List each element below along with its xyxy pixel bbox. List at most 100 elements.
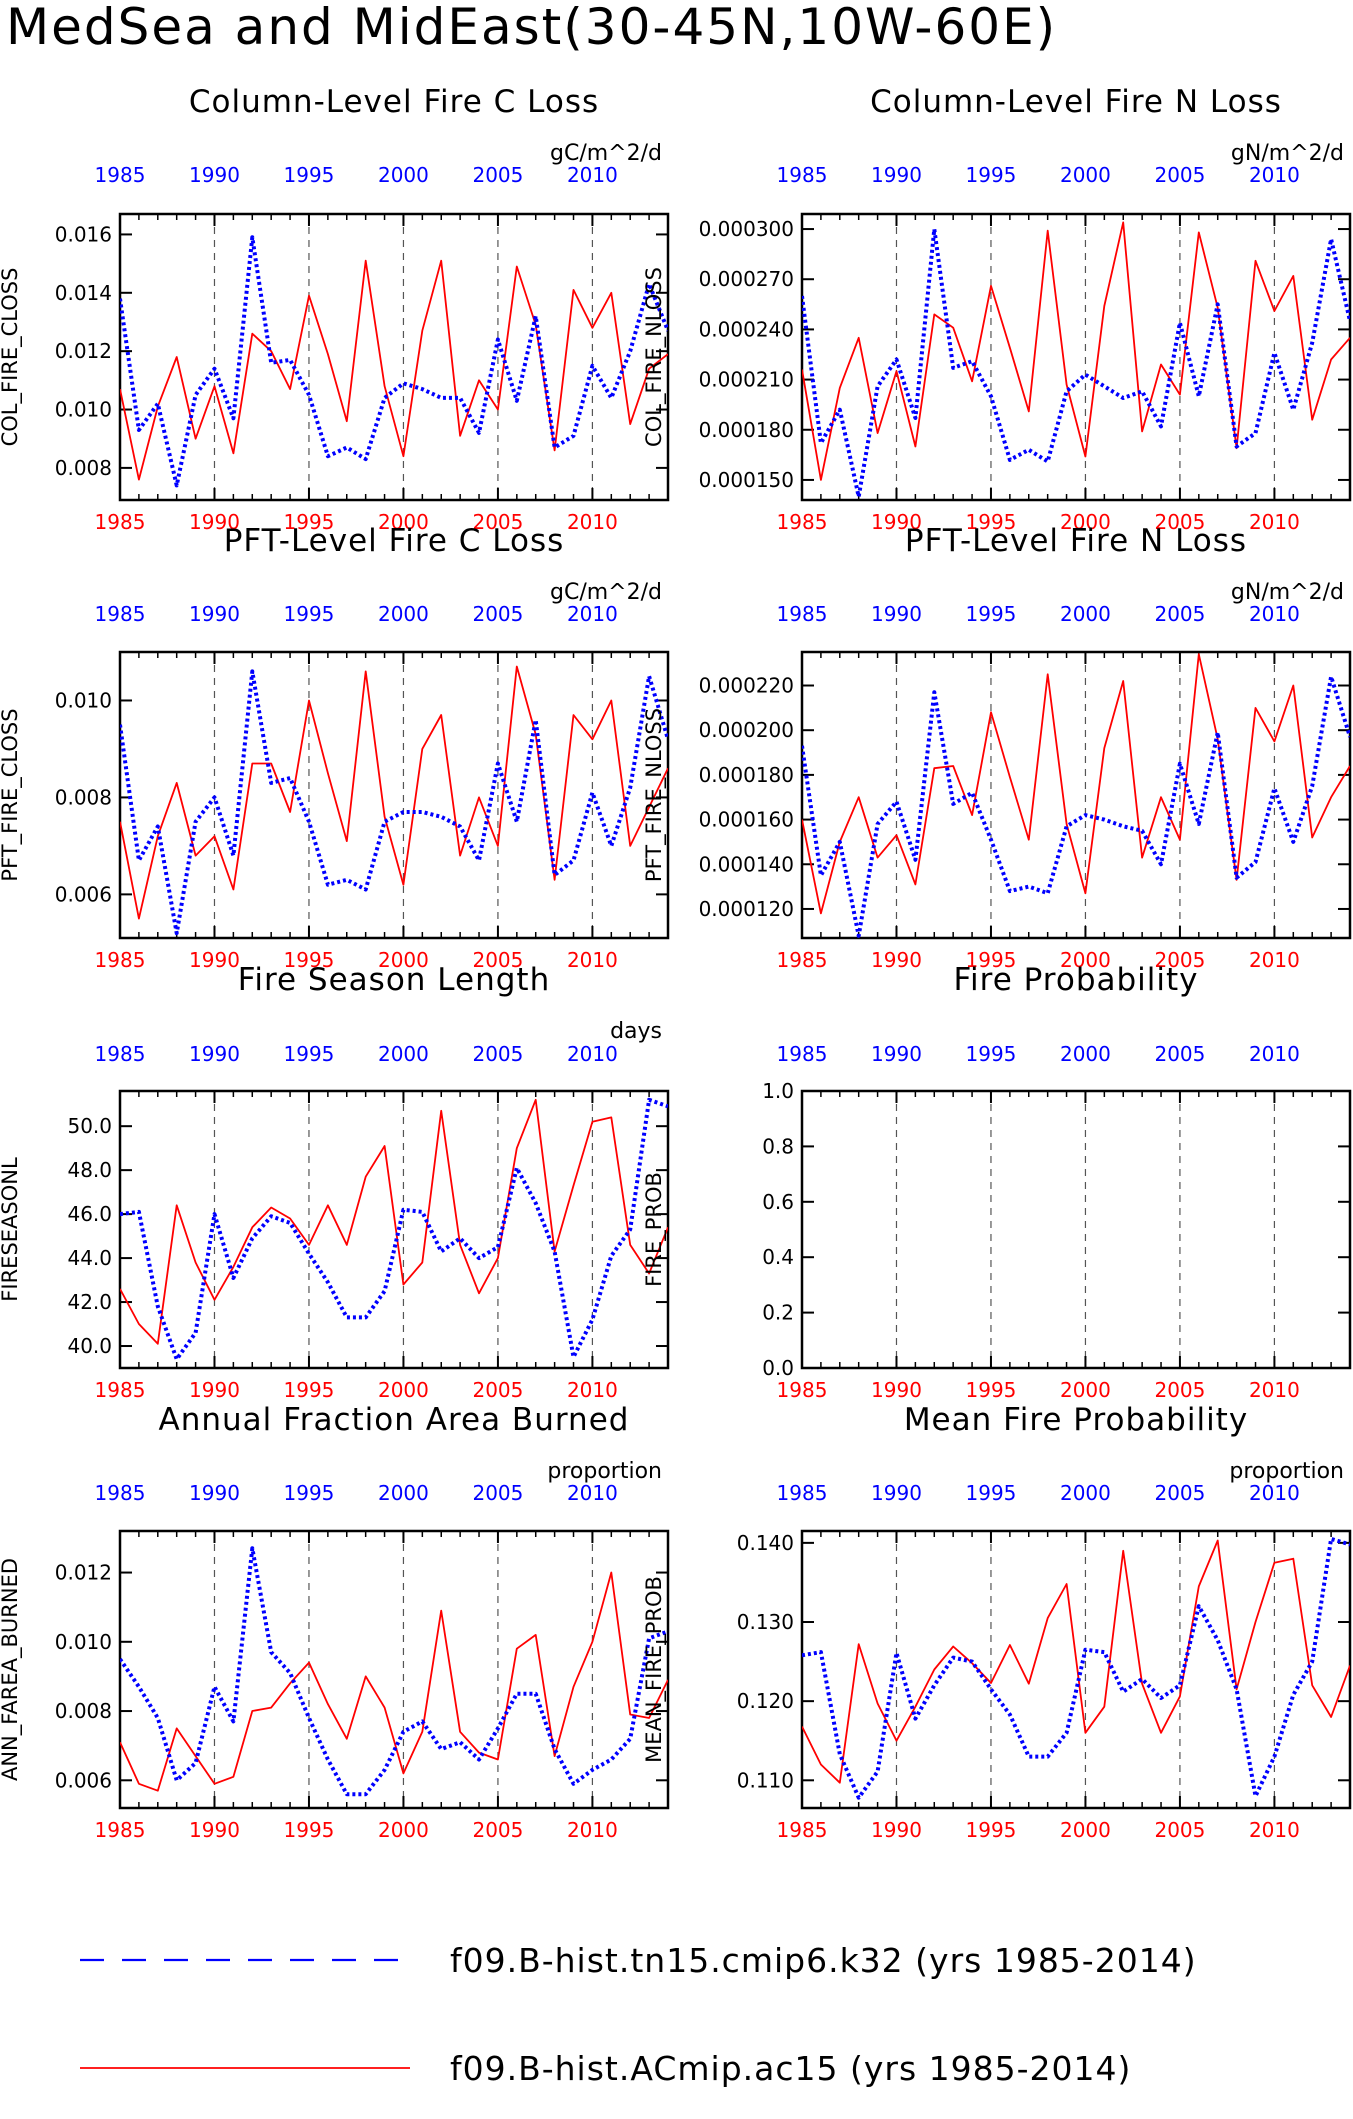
- series-group: [802, 221, 1350, 499]
- x-tick-label-bottom: 1995: [284, 948, 335, 972]
- y-axis-label: FIRE_PROB: [642, 1172, 667, 1287]
- x-tick-label-bottom: 2010: [567, 1378, 618, 1402]
- x-tick-label-bottom: 2010: [567, 948, 618, 972]
- x-tick-label-top: 1990: [871, 1042, 922, 1066]
- y-tick-label: 0.000160: [699, 808, 794, 832]
- y-tick-label: 0.006: [55, 1768, 112, 1792]
- x-tick-label-top: 1985: [95, 1481, 146, 1505]
- x-tick-label-top: 1995: [284, 602, 335, 626]
- legend-label: f09.B-hist.tn15.cmip6.k32 (yrs 1985-2014…: [450, 1941, 1197, 1980]
- series-line-red: [802, 221, 1350, 481]
- x-tick-label-bottom: 1995: [966, 510, 1017, 534]
- x-tick-label-top: 1990: [189, 163, 240, 187]
- x-tick-label-bottom: 2000: [378, 1818, 429, 1842]
- x-tick-label-bottom: 1985: [95, 510, 146, 534]
- x-tick-label-top: 1995: [284, 1481, 335, 1505]
- x-tick-label-top: 2005: [472, 1042, 523, 1066]
- y-tick-label: 46.0: [67, 1202, 112, 1226]
- y-tick-label: 0.016: [55, 222, 112, 246]
- x-tick-label-bottom: 1995: [966, 1378, 1017, 1402]
- x-tick-label-top: 2010: [567, 1042, 618, 1066]
- x-tick-label-bottom: 1990: [871, 1818, 922, 1842]
- y-tick-label: 0.000210: [699, 368, 794, 392]
- y-tick-label: 0.000180: [699, 763, 794, 787]
- y-tick-label: 0.000180: [699, 418, 794, 442]
- x-tick-label-bottom: 2000: [1060, 1818, 1111, 1842]
- plot-frame: [800, 1089, 1352, 1370]
- y-axis-label: PFT_FIRE_NLOSS: [642, 708, 667, 882]
- x-tick-label-bottom: 2010: [567, 510, 618, 534]
- x-tick-label-bottom: 1990: [189, 1818, 240, 1842]
- x-tick-label-top: 1995: [284, 1042, 335, 1066]
- legend-label: f09.B-hist.ACmip.ac15 (yrs 1985-2014): [450, 2049, 1131, 2088]
- x-tick-label-bottom: 1995: [284, 1378, 335, 1402]
- y-tick-label: 40.0: [67, 1334, 112, 1358]
- units-label: proportion: [1229, 1459, 1344, 1484]
- units-label: gN/m^2/d: [1231, 580, 1344, 605]
- plot-frame: [118, 1529, 670, 1810]
- x-tick-label-top: 1985: [777, 602, 828, 626]
- x-tick-label-bottom: 2005: [1154, 1378, 1205, 1402]
- y-tick-label: 0.010: [55, 1630, 112, 1654]
- y-axis-label: ANN_FAREA_BURNED: [0, 1558, 23, 1781]
- chart-panel-5: Fire Season Length days 1985 1985 1990 1990 19…: [0, 962, 670, 1402]
- x-tick-label-top: 1990: [189, 1042, 240, 1066]
- x-tick-label-top: 2000: [378, 1481, 429, 1505]
- y-tick-label: 0.008: [55, 785, 112, 809]
- plot-frame: [800, 650, 1352, 940]
- x-tick-label-bottom: 1985: [777, 1378, 828, 1402]
- x-tick-label-top: 2010: [1249, 1042, 1300, 1066]
- x-tick-label-top: 1990: [189, 1481, 240, 1505]
- units-label: gC/m^2/d: [550, 580, 662, 605]
- plot-frame: [118, 650, 670, 940]
- y-tick-label: 0.000120: [699, 897, 794, 921]
- units-label: proportion: [547, 1459, 662, 1484]
- x-tick-label-bottom: 2000: [1060, 510, 1111, 534]
- series-group: [120, 1546, 668, 1797]
- y-tick-label: 0.000300: [699, 217, 794, 241]
- series-line-blue: [802, 1536, 1350, 1800]
- x-tick-label-top: 2005: [1154, 163, 1205, 187]
- x-tick-label-bottom: 2010: [1249, 510, 1300, 534]
- x-tick-label-bottom: 1985: [95, 948, 146, 972]
- series-line-red: [120, 665, 668, 920]
- x-tick-label-top: 1990: [871, 1481, 922, 1505]
- series-line-blue: [120, 1546, 668, 1797]
- y-axis-label: PFT_FIRE_CLOSS: [0, 708, 23, 881]
- x-tick-label-bottom: 2005: [1154, 1818, 1205, 1842]
- x-tick-label-top: 1995: [966, 602, 1017, 626]
- x-tick-label-bottom: 2010: [1249, 1818, 1300, 1842]
- units-label: days: [610, 1019, 662, 1044]
- page-title: MedSea and MidEast(30-45N,10W-60E): [6, 0, 1057, 56]
- x-tick-label-bottom: 2010: [567, 1818, 618, 1842]
- plot-frame: [118, 1089, 670, 1370]
- x-tick-label-top: 2000: [378, 163, 429, 187]
- x-tick-label-top: 1995: [284, 163, 335, 187]
- y-tick-label: 0.000270: [699, 267, 794, 291]
- y-tick-label: 0.000150: [699, 468, 794, 492]
- x-tick-label-bottom: 1985: [95, 1378, 146, 1402]
- x-tick-label-top: 2005: [1154, 1481, 1205, 1505]
- y-tick-label: 0.2: [762, 1301, 794, 1325]
- legend: f09.B-hist.tn15.cmip6.k32 (yrs 1985-2014…: [80, 1941, 1197, 2088]
- series-line-blue: [120, 1097, 668, 1362]
- x-tick-label-bottom: 2005: [472, 1378, 523, 1402]
- series-line-red: [120, 259, 668, 481]
- x-tick-label-top: 2010: [567, 163, 618, 187]
- x-tick-label-top: 1985: [777, 1042, 828, 1066]
- y-tick-label: 0.008: [55, 1699, 112, 1723]
- x-tick-label-bottom: 1995: [966, 1818, 1017, 1842]
- series-line-blue: [120, 669, 668, 936]
- x-tick-label-bottom: 1985: [95, 1818, 146, 1842]
- y-tick-label: 48.0: [67, 1158, 112, 1182]
- x-tick-label-top: 2005: [472, 602, 523, 626]
- y-tick-label: 0.8: [762, 1134, 794, 1158]
- y-tick-label: 44.0: [67, 1246, 112, 1270]
- plot-frame: [800, 1529, 1352, 1810]
- x-tick-label-bottom: 1990: [189, 510, 240, 534]
- x-tick-label-top: 2010: [1249, 1481, 1300, 1505]
- series-group: [802, 653, 1350, 938]
- y-tick-label: 0.012: [55, 1561, 112, 1585]
- x-tick-label-bottom: 2005: [472, 1818, 523, 1842]
- x-tick-label-top: 2010: [567, 1481, 618, 1505]
